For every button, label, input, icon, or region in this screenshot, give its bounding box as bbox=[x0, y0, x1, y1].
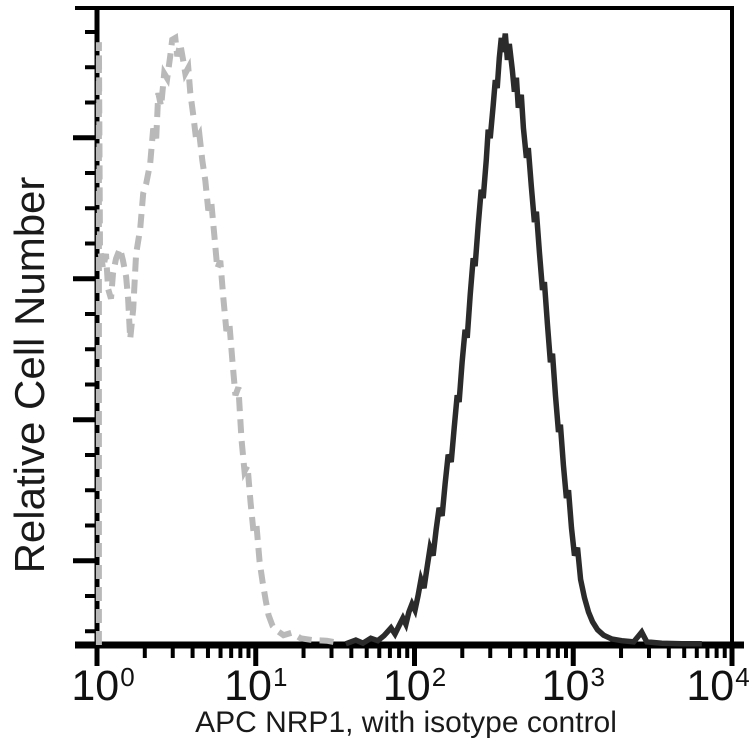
x-axis-label: APC NRP1, with isotype control bbox=[195, 706, 617, 739]
sample-curve bbox=[344, 33, 702, 647]
x-tick-label-10e3: 103 bbox=[542, 664, 605, 708]
tick-exponent: 2 bbox=[431, 662, 447, 692]
tick-base: 10 bbox=[224, 662, 272, 710]
tick-exponent: 3 bbox=[590, 662, 605, 692]
y-axis-label: Relative Cell Number bbox=[6, 176, 53, 574]
tick-base: 10 bbox=[686, 662, 735, 710]
tick-base: 10 bbox=[541, 662, 590, 710]
tick-exponent: 1 bbox=[272, 662, 288, 692]
x-tick-label-10e4: 104 bbox=[686, 664, 749, 708]
tick-exponent: 0 bbox=[120, 662, 135, 692]
tick-base: 10 bbox=[71, 662, 120, 710]
x-tick-label-10e0: 100 bbox=[71, 664, 134, 708]
tick-exponent: 4 bbox=[735, 662, 750, 692]
x-tick-label-10e1: 101 bbox=[224, 664, 287, 708]
x-tick-label-10e2: 102 bbox=[383, 664, 446, 708]
isotype-control-curve bbox=[95, 32, 342, 647]
tick-base: 10 bbox=[382, 662, 431, 710]
